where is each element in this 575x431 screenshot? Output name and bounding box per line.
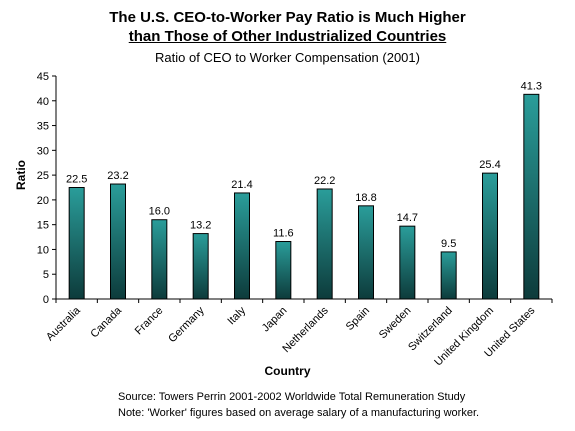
bar <box>192 233 209 300</box>
x-axis-label: Country <box>264 364 311 378</box>
bar-value-label: 41.3 <box>521 80 542 92</box>
bar-value-label: 13.2 <box>190 220 211 232</box>
worker-note: Note: 'Worker' figures based on average … <box>118 407 480 419</box>
x-tick-label: Italy <box>225 304 248 327</box>
y-tick-label: 45 <box>37 71 49 83</box>
y-tick-label: 10 <box>37 244 49 256</box>
bar <box>399 225 416 300</box>
bar-value-label: 16.0 <box>149 206 170 218</box>
bar <box>234 192 250 300</box>
bar-value-label: 18.8 <box>355 192 376 204</box>
y-tick-label: 15 <box>37 220 49 232</box>
chart-title-line2: than Those of Other Industrialized Count… <box>0 27 575 47</box>
x-tick-label: Canada <box>88 304 124 340</box>
y-tick-label: 35 <box>37 121 49 133</box>
x-tick-label: France <box>133 305 166 338</box>
bar-value-label: 25.4 <box>479 159 500 171</box>
bar-value-label: 22.2 <box>314 175 335 187</box>
chart-title-line2-text: than Those of Other Industrialized Count… <box>128 28 447 45</box>
y-tick-label: 5 <box>43 269 49 281</box>
bar-value-label: 9.5 <box>441 238 456 250</box>
bar-value-label: 14.7 <box>397 212 418 224</box>
source-note: Source: Towers Perrin 2001-2002 Worldwid… <box>118 391 466 403</box>
y-tick-label: 20 <box>37 195 49 207</box>
x-tick-label: Germany <box>166 304 207 345</box>
bar <box>440 251 457 300</box>
y-tick-label: 25 <box>37 170 49 182</box>
y-tick-label: 40 <box>37 96 49 108</box>
bar <box>358 205 374 300</box>
axes: 0 5 10 15 20 25 30 35 40 45 <box>37 71 553 306</box>
chart-title-line1: The U.S. CEO-to-Worker Pay Ratio is Much… <box>109 9 466 26</box>
x-tick-label: Japan <box>260 305 290 335</box>
bar <box>523 93 540 300</box>
bar <box>275 241 292 300</box>
bar-value-label: 11.6 <box>273 228 294 240</box>
bar-value-label: 23.2 <box>107 170 128 182</box>
bar-value-label: 22.5 <box>66 174 87 186</box>
x-tick-label: Sweden <box>377 305 414 342</box>
bar <box>316 188 333 300</box>
bars <box>68 93 540 300</box>
bar-value-label: 21.4 <box>231 179 252 191</box>
y-tick-label: 30 <box>37 145 49 157</box>
x-tick-label: Spain <box>344 305 372 333</box>
bar <box>151 219 168 300</box>
x-tick-label: Australia <box>44 304 83 343</box>
bar <box>110 183 126 300</box>
bar <box>68 187 85 300</box>
chart-subtitle: Ratio of CEO to Worker Compensation (200… <box>155 50 420 65</box>
y-tick-label: 0 <box>43 294 49 306</box>
bar <box>482 172 498 300</box>
